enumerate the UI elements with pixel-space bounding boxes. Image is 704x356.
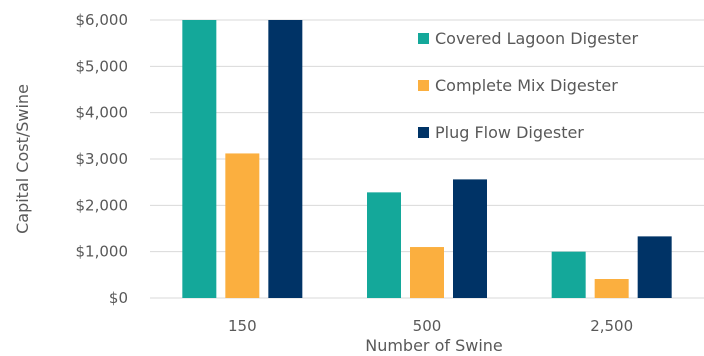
y-axis-tick-labels: $0 $1,000 $2,000 $3,000 $4,000 $5,000 $6,000 [76, 11, 129, 307]
bar-complete-mix-digester [410, 247, 444, 298]
legend-label: Covered Lagoon Digester [435, 29, 638, 48]
y-tick-label: $1,000 [76, 243, 129, 261]
bar-covered-lagoon-digester [551, 251, 586, 298]
bar-covered-lagoon-digester [367, 192, 401, 298]
y-tick-label: $6,000 [76, 11, 129, 29]
legend-swatch [418, 127, 429, 138]
legend-swatch [418, 33, 429, 44]
bar-covered-lagoon-digester [182, 20, 217, 298]
x-tick-label: 150 [228, 317, 257, 335]
x-axis-title: Number of Swine [365, 336, 503, 355]
legend-label: Complete Mix Digester [435, 76, 618, 95]
y-tick-label: $0 [109, 289, 128, 307]
y-tick-label: $5,000 [76, 57, 129, 75]
bar-series [182, 20, 672, 298]
y-axis-title: Capital Cost/Swine [13, 84, 32, 234]
y-tick-label: $3,000 [76, 150, 129, 168]
bar-plug-flow-digester [637, 236, 672, 298]
bar-complete-mix-digester [225, 153, 260, 298]
bar-plug-flow-digester [268, 20, 303, 298]
bar-plug-flow-digester [453, 179, 487, 298]
legend-label: Plug Flow Digester [435, 123, 584, 142]
legend-swatch [418, 80, 429, 91]
y-tick-label: $2,000 [76, 196, 129, 214]
legend: Covered Lagoon Digester Complete Mix Dige… [418, 29, 638, 142]
x-tick-label: 500 [413, 317, 442, 335]
y-tick-label: $4,000 [76, 104, 129, 122]
bar-complete-mix-digester [594, 279, 629, 298]
x-tick-label: 2,500 [590, 317, 633, 335]
x-axis-tick-labels: 150 500 2,500 [228, 317, 633, 335]
